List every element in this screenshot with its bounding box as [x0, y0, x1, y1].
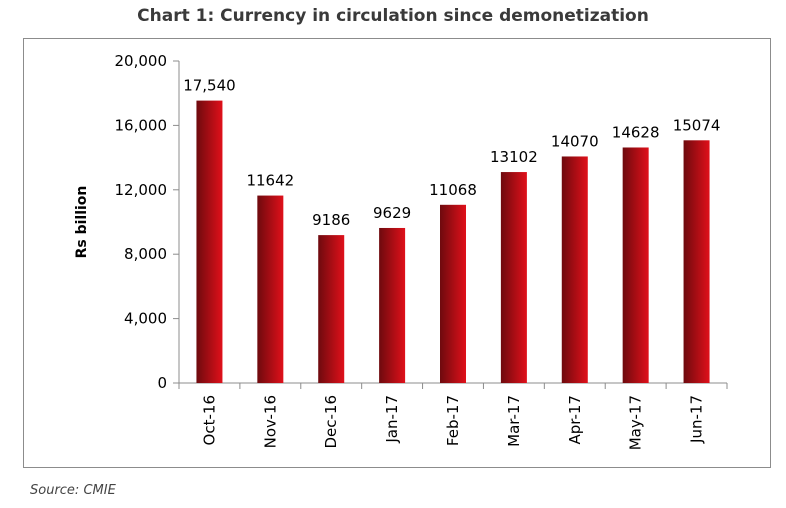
- data-label: 9186: [312, 211, 350, 229]
- y-axis: 0 4,000 8,000 12,000 16,000 20,000: [115, 52, 180, 392]
- data-label: 14628: [612, 123, 660, 141]
- bar: [440, 204, 466, 383]
- y-axis-label-group: Rs billion: [74, 186, 90, 259]
- data-labels: 17,540 11642 9186 9629 11068 13102 14070 14628 1…: [183, 77, 720, 229]
- category-labels: Oct-16 Nov-16 Dec-16 Jan-17 Feb-17 Mar-17 Apr-…: [200, 395, 705, 450]
- bar-chart: Rs billion 0 4,000 8,000 12,000 16,000 20,000…: [74, 52, 728, 450]
- category-label: Jun-17: [688, 395, 706, 444]
- bar: [257, 195, 284, 383]
- category-label: Oct-16: [200, 395, 218, 445]
- data-label: 13102: [490, 148, 538, 166]
- y-tick-label: 16,000: [115, 116, 168, 134]
- bar: [622, 147, 649, 383]
- chart-frame: Rs billion 0 4,000 8,000 12,000 16,000 20,000…: [23, 38, 771, 468]
- y-tick-label: 0: [157, 374, 167, 392]
- chart-title: Chart 1: Currency in circulation since d…: [137, 6, 649, 26]
- data-label: 11642: [246, 172, 294, 190]
- y-tick-label: 12,000: [115, 181, 168, 199]
- data-label: 14070: [551, 132, 599, 150]
- y-tick-label: 20,000: [115, 52, 168, 70]
- bar: [561, 156, 588, 383]
- bar: [379, 227, 406, 383]
- data-label: 15074: [673, 116, 721, 134]
- category-label: Apr-17: [566, 395, 584, 445]
- bar: [196, 100, 223, 383]
- bar: [683, 140, 710, 383]
- category-label: Feb-17: [444, 395, 462, 446]
- bars: [196, 100, 710, 383]
- category-label: Jan-17: [383, 395, 401, 444]
- data-label: 9629: [373, 204, 411, 222]
- data-label: 17,540: [183, 77, 236, 95]
- bar: [318, 235, 345, 383]
- x-axis: [178, 382, 728, 389]
- y-tick-label: 8,000: [124, 245, 167, 263]
- bar: [500, 172, 527, 383]
- y-axis-label: Rs billion: [74, 186, 90, 259]
- source-note: Source: CMIE: [30, 483, 116, 498]
- y-tick-label: 4,000: [124, 310, 167, 328]
- category-label: Nov-16: [261, 395, 279, 448]
- data-label: 11068: [429, 181, 477, 199]
- category-label: Mar-17: [505, 395, 523, 447]
- category-label: May-17: [627, 395, 645, 450]
- category-label: Dec-16: [322, 395, 340, 449]
